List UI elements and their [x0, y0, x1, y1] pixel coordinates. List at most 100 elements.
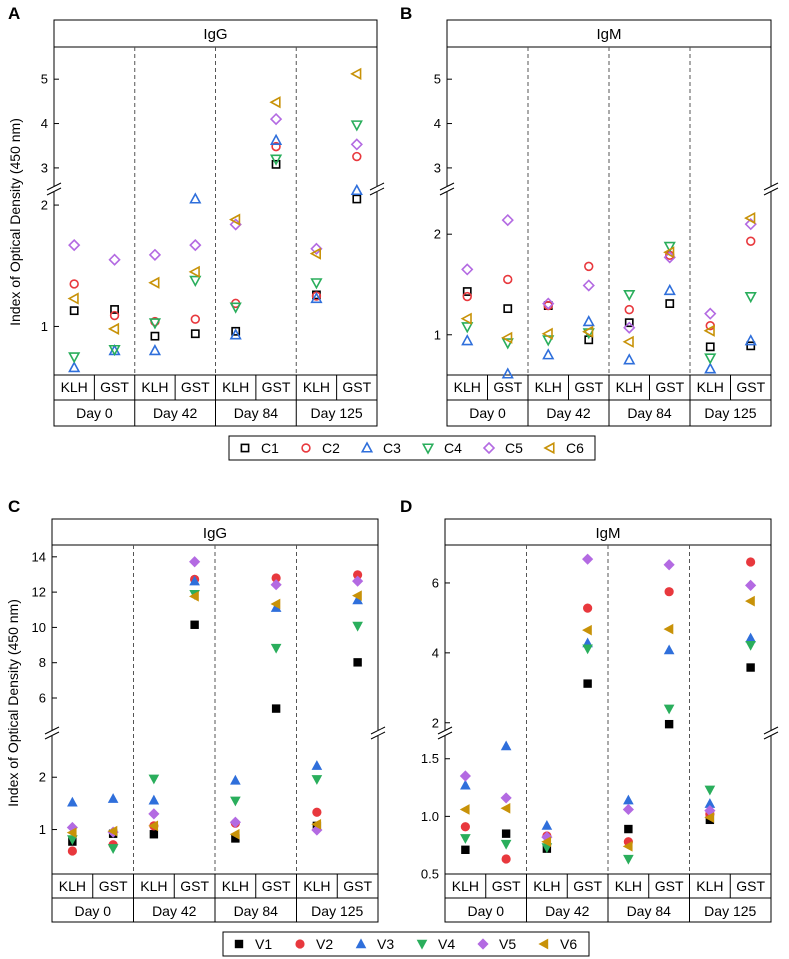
- y-tick-label: 6: [432, 575, 439, 590]
- data-point-c6: [744, 212, 756, 225]
- data-point-v4: [311, 775, 323, 785]
- y-tick-label: 5: [434, 72, 441, 87]
- y-tick-label: 1.5: [421, 751, 439, 766]
- data-point-v6: [745, 595, 755, 607]
- data-point-c3: [461, 334, 474, 346]
- series-c6: [67, 67, 362, 335]
- category-label: GST: [736, 878, 765, 894]
- data-point-c4: [704, 353, 717, 365]
- data-point-c4: [68, 352, 81, 364]
- data-point-v4: [663, 704, 675, 715]
- legend-label-v1: V1: [255, 936, 272, 952]
- data-point-c1: [69, 306, 79, 316]
- data-point-c5: [148, 248, 162, 261]
- panel-title: IgG: [203, 525, 227, 542]
- data-point-v4: [270, 643, 282, 654]
- y-tick-label: 4: [432, 645, 439, 660]
- category-label: KLH: [535, 379, 562, 395]
- day-label: Day 42: [152, 903, 197, 919]
- y-tick-label: 14: [32, 549, 46, 564]
- legend-v-series: V1 V2 V3 V4 V5 V6: [222, 931, 590, 957]
- y-tick-label: 6: [39, 691, 46, 706]
- data-point-c1: [110, 305, 119, 314]
- data-point-c6: [188, 265, 200, 278]
- axis-break-mark: [439, 182, 455, 191]
- data-point-v5: [189, 556, 201, 568]
- legend-label-v2: V2: [316, 936, 333, 952]
- data-point-v6: [622, 841, 633, 852]
- panel-letter: A: [8, 4, 20, 23]
- data-point-v3: [148, 794, 160, 805]
- data-point-v4: [704, 785, 716, 796]
- axis-break-mark: [763, 187, 779, 196]
- data-point-c6: [501, 331, 513, 344]
- data-point-c5: [68, 238, 81, 252]
- data-point-v4: [500, 839, 512, 850]
- data-point-c2: [109, 310, 120, 321]
- series-c3: [461, 283, 757, 379]
- data-point-c5: [501, 213, 514, 227]
- data-point-c1: [624, 318, 634, 328]
- data-point-c6: [350, 67, 362, 80]
- y-tick-label: 2: [432, 715, 439, 730]
- data-point-c5: [461, 263, 474, 276]
- data-point-v2: [353, 570, 363, 580]
- data-point-v1: [231, 834, 240, 843]
- data-point-c6: [582, 325, 594, 338]
- axis-break-mark: [46, 182, 62, 191]
- data-point-c2: [190, 314, 201, 324]
- data-point-v4: [460, 834, 471, 844]
- data-point-v6: [500, 802, 511, 814]
- category-label: KLH: [303, 878, 330, 894]
- data-point-v1: [353, 658, 362, 667]
- legend-frame: [228, 435, 596, 461]
- data-point-c5: [189, 238, 202, 252]
- series-v4: [460, 640, 756, 865]
- legend-c-series: C1 C2 C3 C4 C5 C6: [228, 435, 596, 461]
- panel-c: C IgG KLH GST KLH GST KLH GST KLH GST Day 0 Day 42 D…: [5, 497, 386, 923]
- data-point-v3: [189, 575, 200, 586]
- legend-marker-v6: [538, 938, 549, 950]
- axis-break-mark: [763, 731, 779, 740]
- y-tick-label: 2: [434, 227, 441, 242]
- day-label: Day 125: [704, 405, 756, 421]
- axis-break-mask: [440, 186, 454, 192]
- data-point-c4: [744, 292, 757, 304]
- axis-break-mask: [45, 730, 59, 736]
- series-v5: [66, 556, 364, 838]
- data-point-c5: [310, 242, 323, 255]
- data-point-v5: [622, 803, 634, 816]
- data-point-v1: [461, 845, 470, 854]
- data-point-c5: [108, 253, 121, 266]
- category-label: KLH: [222, 878, 249, 894]
- data-point-v1: [271, 704, 281, 713]
- category-label: KLH: [696, 878, 723, 894]
- legend-label-v3: V3: [377, 936, 394, 952]
- axis-break-mask: [764, 730, 778, 736]
- data-point-v6: [582, 624, 592, 636]
- y-tick-label: 4: [434, 116, 441, 131]
- data-point-c1: [231, 326, 241, 336]
- data-point-v6: [704, 812, 715, 823]
- category-label: KLH: [452, 878, 479, 894]
- category-label: KLH: [222, 379, 249, 395]
- data-point-c6: [622, 335, 634, 348]
- axis-break-mark: [370, 726, 386, 735]
- series-c4: [461, 241, 757, 365]
- y-tick-label: 2: [39, 770, 46, 785]
- legend-label-c3: C3: [383, 440, 401, 456]
- category-label: KLH: [454, 379, 481, 395]
- data-point-c1: [271, 159, 281, 169]
- data-point-c6: [269, 96, 281, 109]
- data-point-v1: [624, 824, 633, 834]
- data-point-v4: [148, 774, 160, 785]
- data-point-c6: [663, 246, 675, 259]
- category-label: GST: [262, 878, 291, 894]
- data-point-c3: [744, 334, 757, 346]
- panel-title: IgG: [203, 26, 227, 43]
- data-point-c1: [503, 304, 513, 314]
- data-point-v6: [270, 598, 281, 610]
- data-point-c2: [584, 261, 594, 272]
- category-label: GST: [100, 379, 129, 395]
